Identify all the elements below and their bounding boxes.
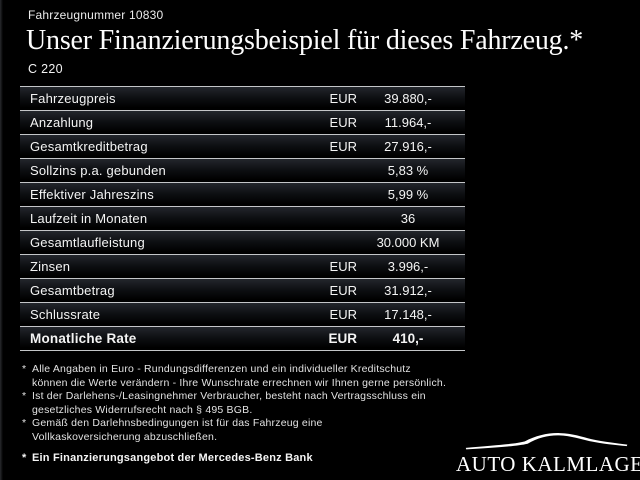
page-title: Unser Finanzierungsbeispiel für dieses F…: [26, 25, 584, 56]
table-row: Fahrzeugpreis EUR 39.880,-: [20, 87, 465, 111]
row-label: Zinsen: [30, 259, 71, 274]
row-label: Gesamtlaufleistung: [30, 235, 145, 250]
footnote-marker: *: [22, 452, 27, 464]
footnote-marker: *: [22, 363, 27, 375]
row-currency: EUR: [328, 331, 357, 346]
dealer-logo: AUTO KALMLAGE: [456, 428, 640, 477]
row-value: 39.880,-: [384, 91, 432, 106]
row-label: Sollzins p.a. gebunden: [30, 163, 166, 178]
footnote-text: Ist der Darlehens-/Leasingnehmer Verbrau…: [32, 390, 426, 416]
footnote-item: * Alle Angaben in Euro - Rundungsdifferen…: [22, 363, 477, 390]
table-row: Gesamtlaufleistung 30.000 KM: [20, 231, 465, 255]
row-currency: EUR: [329, 91, 357, 106]
car-silhouette-icon: [465, 433, 628, 450]
table-row: Schlussrate EUR 17.148,-: [20, 303, 465, 327]
row-value: 36: [400, 211, 416, 226]
row-label: Fahrzeugpreis: [30, 91, 116, 106]
row-currency: EUR: [329, 259, 357, 274]
row-label: Gesamtbetrag: [30, 283, 115, 298]
row-value: 17.148,-: [384, 307, 432, 322]
row-label: Effektiver Jahreszins: [30, 187, 154, 202]
table-row: Sollzins p.a. gebunden 5,83 %: [20, 159, 465, 183]
footnote-text: Gemäß den Darlehnsbedingungen ist für da…: [32, 417, 323, 443]
finance-table: Fahrzeugpreis EUR 39.880,- Anzahlung EUR 11.9…: [20, 86, 465, 351]
row-value: 410,-: [392, 331, 424, 346]
table-row: Zinsen EUR 3.996,-: [20, 255, 465, 279]
table-row: Gesamtkreditbetrag EUR 27.916,-: [20, 135, 465, 159]
table-row: Effektiver Jahreszins 5,99 %: [20, 183, 465, 207]
row-currency: EUR: [329, 283, 357, 298]
row-label: Anzahlung: [30, 115, 94, 130]
bank-note-text: Ein Finanzierungsangebot der Mercedes-Be…: [32, 452, 313, 464]
bank-note: * Ein Finanzierungsangebot der Mercedes-…: [22, 452, 452, 464]
footnote-item: * Gemäß den Darlehnsbedingungen ist für d…: [22, 417, 477, 444]
table-row: Gesamtbetrag EUR 31.912,-: [20, 279, 465, 303]
row-label: Laufzeit in Monaten: [30, 211, 148, 226]
row-value: 31.912,-: [384, 283, 432, 298]
table-row: Anzahlung EUR 11.964,-: [20, 111, 465, 135]
footnote-text: Alle Angaben in Euro - Rundungsdifferenz…: [32, 363, 447, 389]
row-label: Gesamtkreditbetrag: [30, 139, 148, 154]
footnote-item: * Ist der Darlehens-/Leasingnehmer Verbra…: [22, 390, 477, 417]
table-row: Monatliche Rate EUR 410,-: [20, 327, 465, 351]
row-value: 30.000 KM: [376, 235, 440, 250]
row-value: 5,83 %: [387, 163, 429, 178]
vehicle-number: Fahrzeugnummer 10830: [28, 8, 164, 22]
model-name: C 220: [28, 62, 63, 76]
row-value: 27.916,-: [384, 139, 432, 154]
left-edge-highlight: [0, 0, 3, 480]
row-currency: EUR: [329, 115, 357, 130]
row-currency: EUR: [329, 139, 357, 154]
footnote-marker: *: [22, 417, 27, 429]
row-label: Monatliche Rate: [30, 331, 137, 346]
row-currency: EUR: [329, 307, 357, 322]
footnotes: * Alle Angaben in Euro - Rundungsdifferen…: [22, 363, 477, 444]
row-value: 5,99 %: [387, 187, 429, 202]
row-label: Schlussrate: [30, 307, 101, 322]
footnote-marker: *: [22, 390, 27, 402]
row-value: 11.964,-: [384, 115, 432, 130]
row-value: 3.996,-: [387, 259, 429, 274]
table-row: Laufzeit in Monaten 36: [20, 207, 465, 231]
dealer-name: AUTO KALMLAGE: [456, 452, 640, 476]
